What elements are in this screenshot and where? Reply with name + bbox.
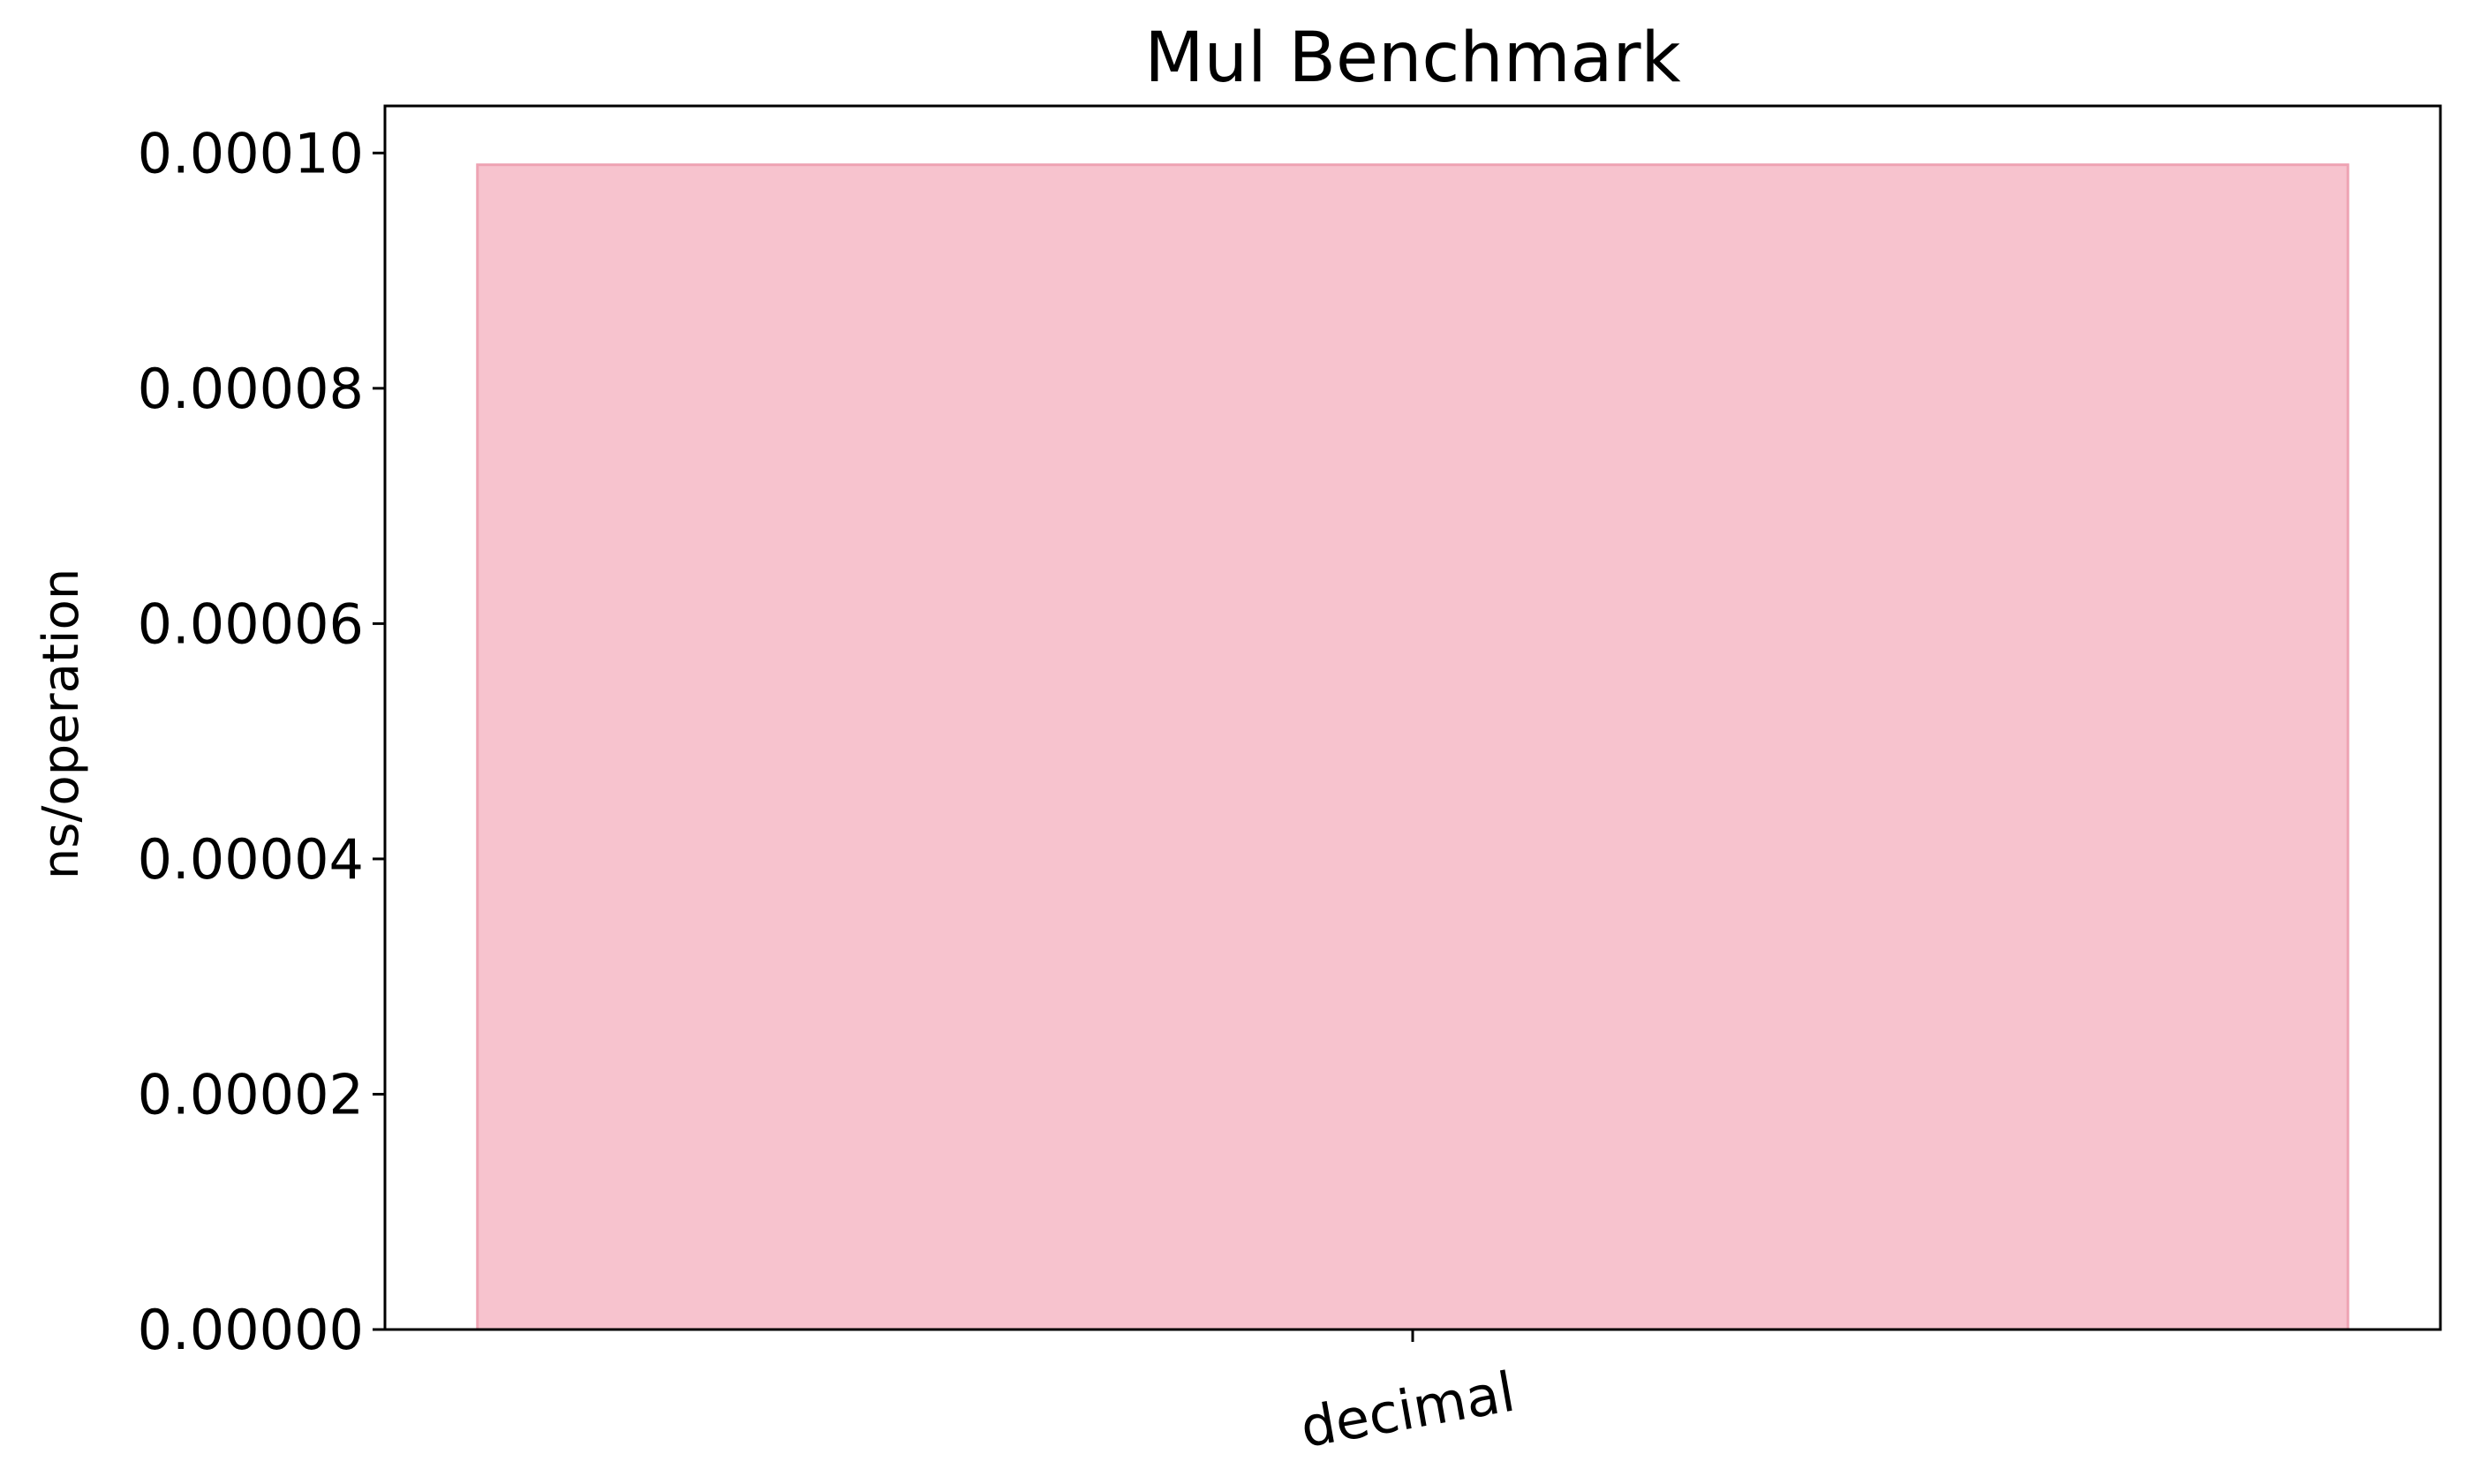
bars-layer <box>476 163 2349 1331</box>
y-axis-title: ns/operation <box>33 569 90 879</box>
y-tick-label: 0.00000 <box>138 1298 364 1362</box>
chart-title: Mul Benchmark <box>1144 19 1680 98</box>
x-axis: decimal <box>1296 1330 1520 1460</box>
y-tick-label: 0.00002 <box>138 1062 364 1126</box>
y-tick-label: 0.00006 <box>138 591 364 656</box>
y-axis: 0.00000 0.00002 0.00004 0.00006 0.00008 0.000… <box>138 121 385 1362</box>
y-tick-label: 0.00010 <box>138 121 364 185</box>
plot-frame <box>383 104 2442 1331</box>
y-tick-label: 0.00008 <box>138 357 364 421</box>
bar-decimal <box>476 163 2349 1331</box>
x-tick-label: decimal <box>1296 1360 1520 1460</box>
y-tick-label: 0.00004 <box>138 827 364 892</box>
